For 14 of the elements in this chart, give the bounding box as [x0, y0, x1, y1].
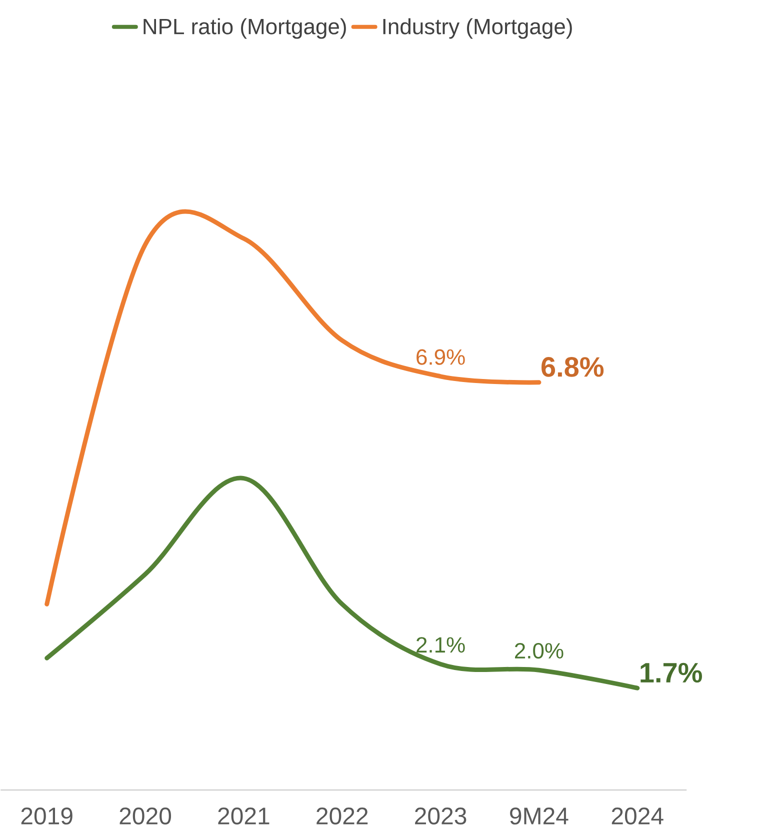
legend-label: Industry (Mortgage)	[383, 18, 572, 39]
data-label: 2.0%	[515, 642, 564, 659]
data-label: 1.7%	[640, 662, 702, 683]
data-label: 6.9%	[416, 349, 465, 365]
x-tick-label: 2021	[218, 808, 270, 825]
x-tick-label: 9M24	[510, 808, 568, 825]
x-tick-label: 2019	[21, 808, 72, 825]
data-label: 6.8%	[542, 357, 604, 377]
x-tick-label: 2024	[612, 808, 664, 825]
legend-label: NPL ratio (Mortgage)	[144, 18, 346, 39]
x-tick-label: 2023	[415, 808, 466, 825]
data-label: 2.1%	[416, 637, 465, 653]
x-tick-label: 2022	[316, 808, 368, 825]
x-tick-label: 2020	[120, 808, 172, 825]
